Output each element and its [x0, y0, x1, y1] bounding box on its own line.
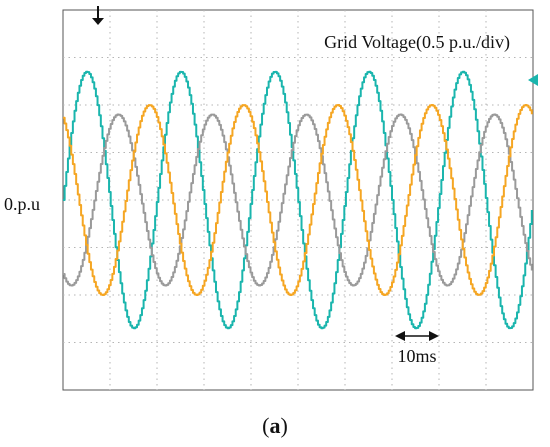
series-line-2: [63, 113, 533, 287]
waveform-traces: [63, 70, 533, 330]
caption-letter: a: [270, 413, 281, 438]
svg-text:(a): (a): [262, 413, 288, 438]
y-zero-label: 0.p.u: [4, 194, 40, 214]
chart-title: Grid Voltage(0.5 p.u./div): [324, 32, 510, 53]
figure-caption: (a): [262, 413, 288, 438]
trigger-marker: [92, 6, 104, 25]
series-line-1: [63, 70, 533, 330]
series-line-3: [63, 104, 533, 296]
time-scale-label: 10ms: [397, 346, 436, 366]
time-scale-arrow: [395, 331, 439, 341]
trigger-level-marker: [528, 74, 538, 86]
